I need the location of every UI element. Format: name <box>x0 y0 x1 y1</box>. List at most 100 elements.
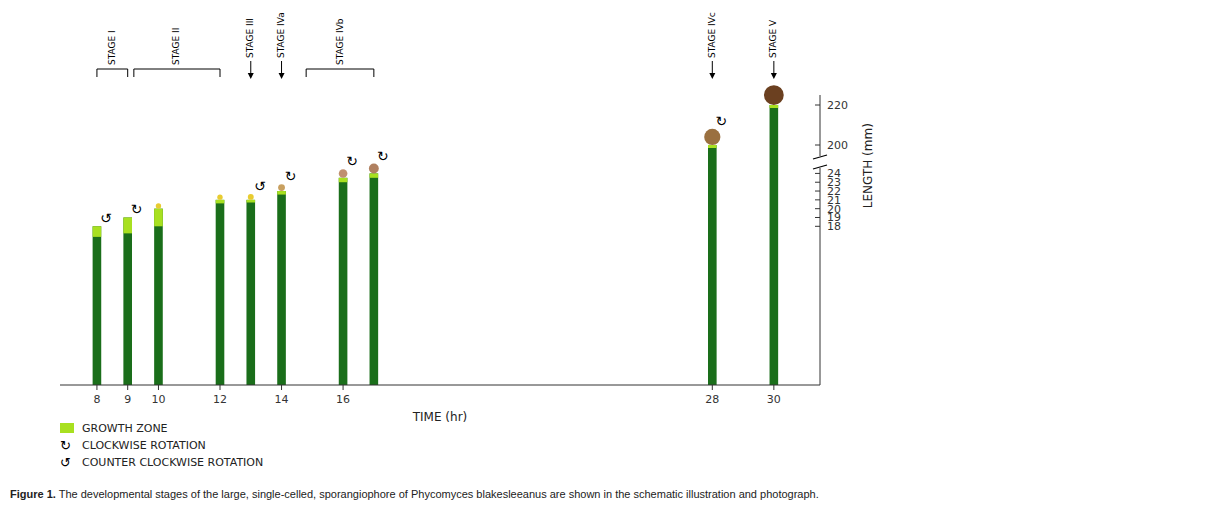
growth-zone <box>123 217 132 233</box>
y-tick <box>815 145 820 146</box>
rotation-symbol: ↺ <box>254 178 266 194</box>
stage-label: STAGE III <box>245 18 255 58</box>
y-tick-label: 200 <box>827 139 848 152</box>
y-tick <box>815 173 820 174</box>
x-tick <box>343 385 344 390</box>
stage-label: STAGE IVb <box>335 18 345 65</box>
stem-bar <box>93 226 102 385</box>
x-tick-label: 8 <box>93 393 100 406</box>
x-tick-label: 14 <box>275 393 289 406</box>
x-tick-label: 9 <box>124 393 131 406</box>
stem-bar <box>770 105 779 385</box>
growth-zone <box>770 105 779 108</box>
stage-arrow <box>712 61 713 74</box>
caption-text: The developmental stages of the large, s… <box>56 488 819 500</box>
rotation-symbol: ↻ <box>285 168 297 184</box>
sporangium <box>369 164 379 174</box>
stem-bar <box>370 173 379 385</box>
growth-zone <box>216 200 225 204</box>
stem-bar <box>154 209 163 385</box>
rotation-symbol: ↺ <box>100 210 112 226</box>
sporangium <box>217 194 222 199</box>
sporangium <box>156 203 161 208</box>
legend-label: GROWTH ZONE <box>82 422 168 435</box>
caption: Figure 1. The developmental stages of th… <box>10 488 1195 500</box>
y-tick <box>815 105 820 106</box>
growth-zone <box>277 191 286 195</box>
legend-symbol: ↻ <box>60 438 71 453</box>
sporangium <box>339 169 348 178</box>
axis-break-mark <box>813 155 827 159</box>
x-tick <box>773 385 774 390</box>
rotation-symbol: ↻ <box>131 201 143 217</box>
x-tick <box>96 385 97 390</box>
caption-bold: Figure 1. <box>10 488 56 500</box>
y-tick <box>815 191 820 192</box>
stage-arrow <box>250 61 251 74</box>
stage-arrow-head <box>709 73 715 79</box>
rotation-symbols: ↺ ↻ ↺ ↻ ↻ ↻ ↻ <box>100 113 727 227</box>
growth-zone <box>708 145 717 148</box>
growth-zone <box>93 226 102 237</box>
sporangia <box>156 85 784 208</box>
legend-symbol: ↺ <box>60 455 71 470</box>
y-tick <box>815 217 820 218</box>
stem-bar <box>277 191 286 385</box>
legend: GROWTH ZONE ↻ CLOCKWISE ROTATION ↺ COUNTER C… <box>60 422 263 470</box>
stage-label: STAGE IVa <box>276 12 286 58</box>
x-tick-label: 16 <box>336 393 350 406</box>
stage-arrow-head <box>771 73 777 79</box>
axis-break-mark <box>813 165 827 169</box>
stage-label: STAGE I <box>107 30 117 65</box>
stages: STAGE I STAGE II STAGE III STAGE IVa STAGE I… <box>97 12 778 79</box>
y-tick <box>815 199 820 200</box>
x-tick-label: 12 <box>213 393 227 406</box>
x-axis-line <box>60 385 820 386</box>
x-tick <box>220 385 221 390</box>
rotation-symbol: ↻ <box>377 148 389 164</box>
growth-zone <box>339 178 348 182</box>
stage-arrow <box>281 61 282 74</box>
legend-swatch <box>60 423 74 433</box>
y-axis: 18192021222324200220LENGTH (mm) <box>813 95 875 385</box>
x-tick-label: 30 <box>767 393 781 406</box>
stage-bracket <box>134 69 220 77</box>
stage-label: STAGE II <box>171 28 181 65</box>
rotation-symbol: ↻ <box>346 153 358 169</box>
y-tick <box>815 208 820 209</box>
y-tick <box>815 182 820 183</box>
chart: ↺↻↺↻↻↻↻89101214162830TIME (hr)1819202122… <box>0 0 1205 488</box>
sporangium <box>704 129 720 145</box>
stem-bar <box>246 200 255 385</box>
stage-label: STAGE IVc <box>707 12 717 58</box>
stage-arrow-head <box>248 73 254 79</box>
legend-label: COUNTER CLOCKWISE ROTATION <box>82 456 263 469</box>
x-axis: 89101214162830TIME (hr) <box>60 385 820 424</box>
legend-label: CLOCKWISE ROTATION <box>82 439 206 452</box>
y-axis-line <box>820 95 821 385</box>
x-tick <box>127 385 128 390</box>
sporangium <box>764 85 784 105</box>
stage-bracket <box>97 69 128 77</box>
sporangium <box>248 194 254 200</box>
stem-bar <box>339 178 348 385</box>
stage-label: STAGE V <box>768 19 778 58</box>
y-tick-label: 220 <box>827 99 848 112</box>
stem-bar <box>216 200 225 385</box>
stem-bar <box>708 145 717 385</box>
stem-bar <box>123 217 132 385</box>
x-tick <box>281 385 282 390</box>
stage-bracket <box>306 69 374 77</box>
stage-arrow-head <box>279 73 285 79</box>
stage-arrow <box>773 61 774 74</box>
y-tick-label: 24 <box>827 167 841 180</box>
growth-zone <box>154 209 163 227</box>
y-tick <box>815 226 820 227</box>
bars <box>93 105 779 385</box>
x-tick-label: 28 <box>705 393 719 406</box>
x-tick <box>158 385 159 390</box>
growth-zone <box>246 200 255 203</box>
x-tick <box>712 385 713 390</box>
rotation-symbol: ↻ <box>715 113 727 129</box>
sporangium <box>278 184 285 191</box>
